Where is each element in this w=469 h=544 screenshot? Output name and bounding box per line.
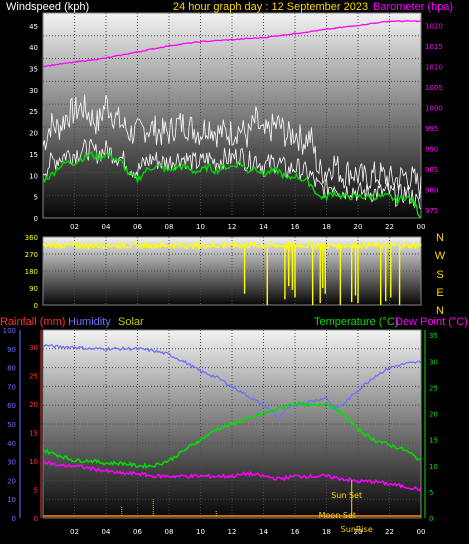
barometer-ytick-label: 995 xyxy=(425,125,438,133)
wind-ytick-label: 25 xyxy=(29,108,38,116)
humidity-ytick-label: 0 xyxy=(12,515,16,523)
compass-label: N xyxy=(436,232,444,244)
barometer-ytick-label: 1020 xyxy=(425,22,443,30)
rainfall-ytick-label: 5 xyxy=(34,487,38,495)
temperature-ytick-label: 35 xyxy=(429,332,438,340)
wind-xtick-label: 14 xyxy=(259,223,268,231)
windspeed-label: Windspeed (kph) xyxy=(6,1,90,13)
wind-xtick-label: 18 xyxy=(322,223,331,231)
temp-xtick-label: 00 xyxy=(417,528,426,536)
temp-xtick-label: 10 xyxy=(196,528,205,536)
sun-set-label: Sun Set xyxy=(331,491,362,500)
wind-xtick-label: 06 xyxy=(133,223,142,231)
humidity-ytick-label: 50 xyxy=(7,421,16,429)
barometer-ytick-label: 1000 xyxy=(425,104,443,112)
wind-ytick-label: 10 xyxy=(29,172,38,180)
wind-ytick-label: 30 xyxy=(29,87,38,95)
wind-ytick-label: 40 xyxy=(29,44,38,52)
temp-xtick-label: 18 xyxy=(322,528,331,536)
wind-ytick-label: 20 xyxy=(29,130,38,138)
barometer-ytick-label: 1010 xyxy=(425,63,443,71)
temp-xtick-label: 22 xyxy=(385,528,394,536)
barometer-ytick-label: 975 xyxy=(425,207,438,215)
temperature-series xyxy=(43,400,422,469)
wind-ytick-label: 5 xyxy=(34,194,38,202)
rainfall-ytick-label: 20 xyxy=(29,401,38,409)
temperature-label: Temperature (°C) xyxy=(314,316,399,328)
graph-title: 24 hour graph day : 12 September 2023 xyxy=(173,1,369,13)
barometer-ytick-label: 1015 xyxy=(425,43,443,51)
humidity-ytick-label: 20 xyxy=(7,477,16,485)
wind-xtick-label: 04 xyxy=(102,223,111,231)
compass-label: S xyxy=(436,269,443,281)
humidity-ytick-label: 90 xyxy=(7,346,16,354)
temp-xtick-label: 14 xyxy=(259,528,268,536)
wind-ytick-label: 0 xyxy=(34,215,38,223)
barometer-ytick-label: 985 xyxy=(425,166,438,174)
direction-ytick-label: 360 xyxy=(25,234,38,242)
temp-xtick-label: 04 xyxy=(102,528,111,536)
humidity-ytick-label: 70 xyxy=(7,383,16,391)
rainfall-label: Rainfall (mm) xyxy=(0,316,66,328)
direction-ytick-label: 180 xyxy=(25,268,38,276)
compass-label: N xyxy=(436,305,444,317)
humidity-ytick-label: 40 xyxy=(7,440,16,448)
temp-xtick-label: 06 xyxy=(133,528,142,536)
humidity-ytick-label: 10 xyxy=(7,496,16,504)
temp-xtick-label: 02 xyxy=(70,528,79,536)
dewpoint-label: Dew Point (°C) xyxy=(395,316,468,328)
wind-ytick-label: 35 xyxy=(29,66,38,74)
temp-xtick-label: 16 xyxy=(291,528,300,536)
temperature-ytick-label: 10 xyxy=(429,463,438,471)
temp-xtick-label: 12 xyxy=(228,528,237,536)
barometer-ytick-label: 1005 xyxy=(425,84,443,92)
wind-xtick-label: 10 xyxy=(196,223,205,231)
wind-xtick-label: 20 xyxy=(354,223,363,231)
temperature-ytick-label: 25 xyxy=(429,384,438,392)
wind-average-series xyxy=(42,151,422,219)
rainfall-ytick-label: 30 xyxy=(29,344,38,352)
temp-xtick-label: 08 xyxy=(165,528,174,536)
humidity-ytick-label: 60 xyxy=(7,402,16,410)
sun-rise-label: SunRise xyxy=(341,525,373,534)
direction-ytick-label: 270 xyxy=(25,251,38,259)
humidity-series xyxy=(42,343,422,419)
wind-xtick-label: 02 xyxy=(70,223,79,231)
moon-set-label: Moon Set xyxy=(319,511,356,520)
wind-xtick-label: 16 xyxy=(291,223,300,231)
rainfall-ytick-label: 0 xyxy=(34,515,38,523)
compass-label: W xyxy=(435,250,446,262)
temperature-ytick-label: 5 xyxy=(429,489,433,497)
wind-gust-series xyxy=(42,94,422,200)
temperature-ytick-label: 15 xyxy=(429,437,438,445)
barometer-ytick-label: 990 xyxy=(425,145,438,153)
solar-label: Solar xyxy=(118,316,144,328)
humidity-ytick-label: 100 xyxy=(3,327,16,335)
barometer-ytick-label: 980 xyxy=(425,186,438,194)
direction-ytick-label: 90 xyxy=(29,285,38,293)
temperature-ytick-label: 30 xyxy=(429,358,438,366)
temperature-ytick-label: 0 xyxy=(429,515,433,523)
dewpoint-series xyxy=(42,460,422,491)
barometer-series xyxy=(42,20,422,68)
humidity-ytick-label: 80 xyxy=(7,365,16,373)
barometer-label: Barometer (hpa) xyxy=(373,1,454,13)
humidity-ytick-label: 30 xyxy=(7,459,16,467)
wind-ytick-label: 45 xyxy=(29,23,38,31)
wind-xtick-label: 22 xyxy=(385,223,394,231)
wind-xtick-label: 12 xyxy=(228,223,237,231)
humidity-label: Humidity xyxy=(68,316,111,328)
wind-speed-series xyxy=(42,138,422,210)
rainfall-ytick-label: 10 xyxy=(29,458,38,466)
rainfall-ytick-label: 25 xyxy=(29,373,38,381)
temperature-ytick-label: 20 xyxy=(429,411,438,419)
temp-xtick-label: 20 xyxy=(354,528,363,536)
wind-xtick-label: 08 xyxy=(165,223,174,231)
wind-xtick-label: 00 xyxy=(417,223,426,231)
wind-ytick-label: 15 xyxy=(29,151,38,159)
direction-ytick-label: 0 xyxy=(34,302,38,310)
rainfall-ytick-label: 15 xyxy=(29,430,38,438)
compass-label: E xyxy=(436,287,443,299)
